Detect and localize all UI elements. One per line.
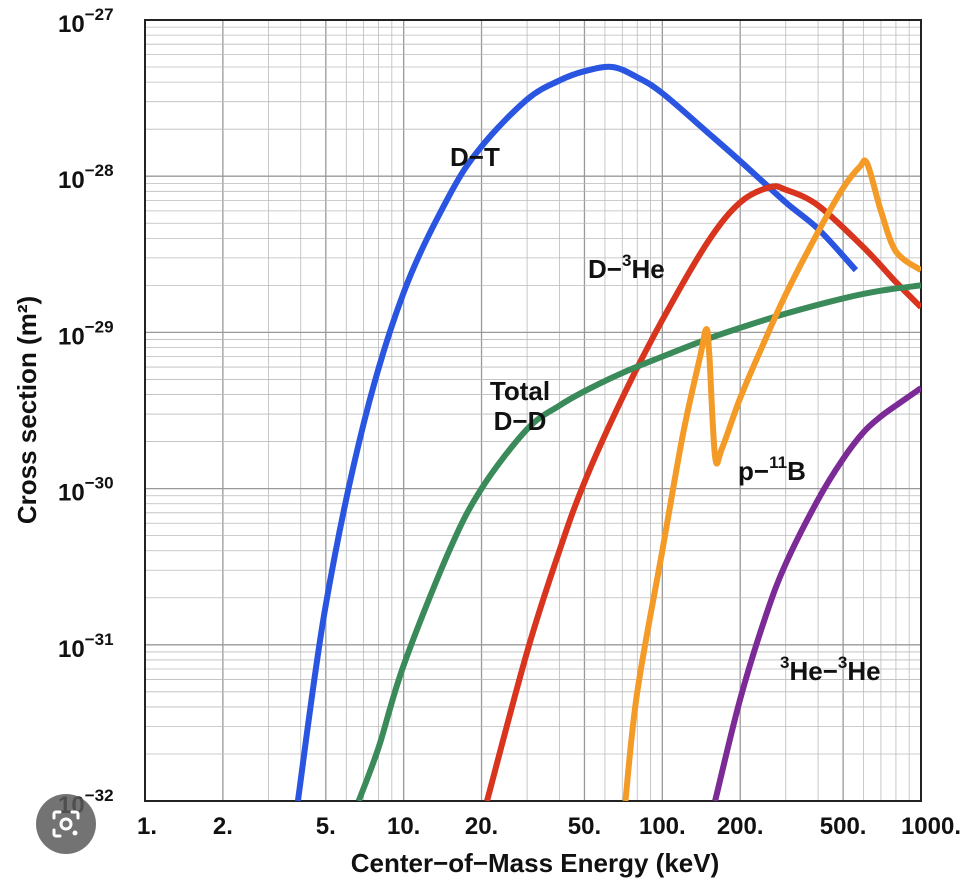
series-label-pb11: p−11B <box>738 453 806 486</box>
series-label-dt: D−T <box>450 142 500 172</box>
y-tick-label: 10−30 <box>58 474 114 507</box>
x-tick-label: 100. <box>639 813 686 840</box>
y-tick-label: 10−28 <box>58 161 114 194</box>
lens-search-button[interactable] <box>36 794 96 854</box>
x-tick-label: 2. <box>213 813 233 840</box>
series-label-he3he3: 3He−3He <box>780 653 881 686</box>
series-label-dd-line1: Total <box>490 376 550 406</box>
x-axis-title: Center−of−Mass Energy (keV) <box>351 848 719 878</box>
x-tick-label: 10. <box>387 813 420 840</box>
series-line-pb11 <box>622 157 921 801</box>
y-axis-title: Cross section (m²) <box>12 296 42 524</box>
lens-icon <box>52 810 80 838</box>
x-tick-label: 1. <box>137 813 157 840</box>
x-tick-label: 50. <box>568 813 601 840</box>
y-tick-label: 10−27 <box>58 5 114 38</box>
x-tick-label: 200. <box>717 813 764 840</box>
x-tick-label: 5. <box>316 813 336 840</box>
x-tick-label: 500. <box>820 813 867 840</box>
x-tick-labels: 1. 2. 5. 10. 20. 50. 100. 200. 500. 1000. <box>137 813 961 840</box>
grid <box>145 20 921 801</box>
series-line-dd <box>355 282 921 801</box>
x-tick-label: 1000. <box>901 813 961 840</box>
y-tick-label: 10−29 <box>58 317 114 350</box>
y-tick-label: 10−31 <box>58 630 114 663</box>
x-tick-label: 20. <box>465 813 498 840</box>
series-label-dd-line2: D−D <box>494 406 547 436</box>
series-label-dhe3: D−3He <box>588 251 665 284</box>
series-line-he3he3 <box>712 385 921 801</box>
series-lines <box>294 63 921 801</box>
series-line-dt <box>294 63 859 801</box>
series-line-dhe3 <box>484 183 921 801</box>
plot-frame <box>144 19 922 802</box>
